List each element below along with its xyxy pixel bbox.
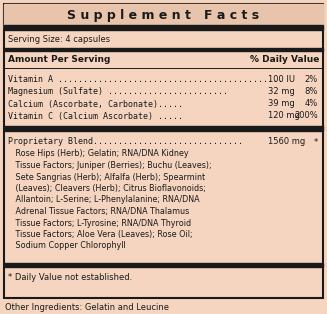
Text: Tissue Factors; Juniper (Berries); Buchu (Leaves);: Tissue Factors; Juniper (Berries); Buchu… xyxy=(8,161,212,170)
Text: Sete Sangrias (Herb); Alfalfa (Herb); Spearmint: Sete Sangrias (Herb); Alfalfa (Herb); Sp… xyxy=(8,172,205,181)
Text: Calcium (Ascorbate, Carbonate).....: Calcium (Ascorbate, Carbonate)..... xyxy=(8,100,183,109)
Text: 4%: 4% xyxy=(305,100,318,109)
Text: 120 mg: 120 mg xyxy=(268,111,300,121)
Text: Adrenal Tissue Factors; RNA/DNA Thalamus: Adrenal Tissue Factors; RNA/DNA Thalamus xyxy=(8,207,189,216)
Text: Serving Size: 4 capsules: Serving Size: 4 capsules xyxy=(8,35,110,45)
Text: Tissue Factors; L-Tyrosine; RNA/DNA Thyroid: Tissue Factors; L-Tyrosine; RNA/DNA Thyr… xyxy=(8,219,191,228)
Text: Amount Per Serving: Amount Per Serving xyxy=(8,56,111,64)
Text: Magnesium (Sulfate) ........................: Magnesium (Sulfate) ....................… xyxy=(8,88,228,96)
Text: % Daily Value: % Daily Value xyxy=(250,56,319,64)
Text: 1560 mg: 1560 mg xyxy=(268,138,305,147)
Bar xyxy=(4,263,323,267)
Text: 8%: 8% xyxy=(305,88,318,96)
Text: Sodium Copper Chlorophyll: Sodium Copper Chlorophyll xyxy=(8,241,126,251)
Bar xyxy=(4,47,323,51)
Text: 100 IU: 100 IU xyxy=(268,75,295,84)
Text: Other Ingredients: Gelatin and Leucine: Other Ingredients: Gelatin and Leucine xyxy=(5,302,169,311)
Text: 200%: 200% xyxy=(294,111,318,121)
Text: Rose Hips (Herb); Gelatin; RNA/DNA Kidney: Rose Hips (Herb); Gelatin; RNA/DNA Kidne… xyxy=(8,149,189,159)
Bar xyxy=(4,4,323,28)
Text: (Leaves); Cleavers (Herb); Citrus Bioflavonoids;: (Leaves); Cleavers (Herb); Citrus Biofla… xyxy=(8,184,206,193)
Bar xyxy=(4,126,323,131)
Text: *: * xyxy=(314,138,318,147)
Text: 39 mg: 39 mg xyxy=(268,100,295,109)
Text: Vitamin C (Calcium Ascorbate) .....: Vitamin C (Calcium Ascorbate) ..... xyxy=(8,111,183,121)
Text: 32 mg: 32 mg xyxy=(268,88,295,96)
Bar xyxy=(4,25,323,30)
Text: * Daily Value not established.: * Daily Value not established. xyxy=(8,273,132,281)
Text: Vitamin A .............................................: Vitamin A ..............................… xyxy=(8,75,283,84)
Text: Tissue Factors; Aloe Vera (Leaves); Rose Oil;: Tissue Factors; Aloe Vera (Leaves); Rose… xyxy=(8,230,193,239)
Text: Proprietary Blend..............................: Proprietary Blend.......................… xyxy=(8,138,243,147)
Text: S u p p l e m e n t   F a c t s: S u p p l e m e n t F a c t s xyxy=(67,9,260,23)
Text: 2%: 2% xyxy=(305,75,318,84)
Text: Allantoin; L-Serine; L-Phenylalanine; RNA/DNA: Allantoin; L-Serine; L-Phenylalanine; RN… xyxy=(8,196,199,204)
